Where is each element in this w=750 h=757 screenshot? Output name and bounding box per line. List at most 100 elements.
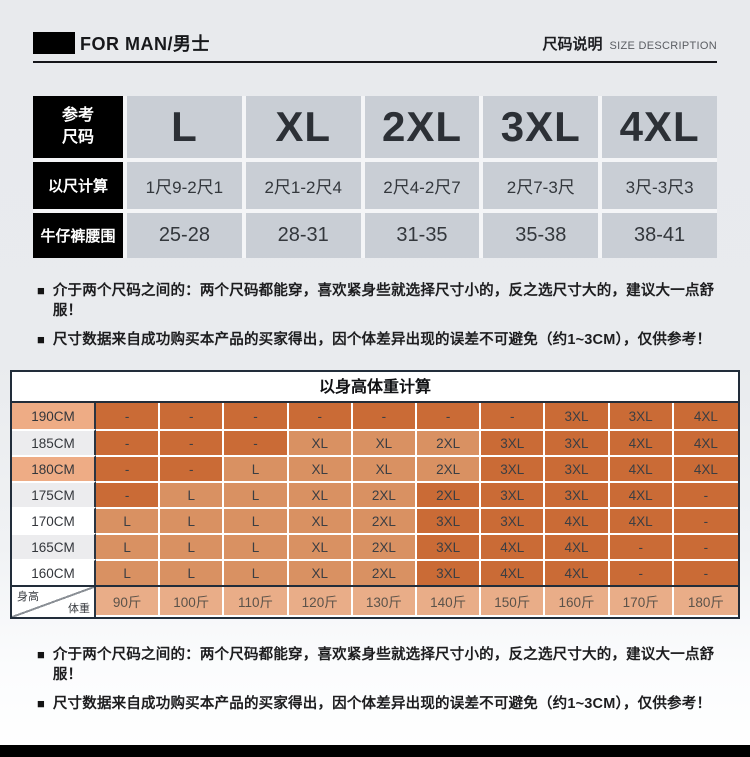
bottom-divider-bar [0,745,750,757]
size-matrix-cell: 2XL [352,533,417,559]
brand-title: FOR MAN/男士 [80,34,210,54]
size-matrix-cell: 4XL [545,507,610,533]
weight-cell: 90斤 [96,587,161,615]
size-value-cell: 28-31 [245,213,361,258]
height-weight-corner-cell: 身高 体重 [12,587,96,617]
size-matrix-cell: - [160,403,225,429]
size-matrix-cell: - [96,481,161,507]
size-matrix-cell: - [481,403,546,429]
note-text: 尺寸数据来自成功购买本产品的买家得出，因个体差异出现的误差不可避免（约1~3CM… [52,696,712,712]
note-item: ■ 尺寸数据来自成功购买本产品的买家得出，因个体差异出现的误差不可避免（约1~3C… [37,694,729,714]
size-matrix-cell: - [288,403,353,429]
size-matrix-cell: - [160,429,225,455]
size-matrix-cell: 2XL [352,507,417,533]
size-matrix-cell: 4XL [609,429,674,455]
size-matrix-cell: - [160,455,225,481]
weight-cell: 130斤 [352,587,417,615]
size-column-header: L [127,96,242,158]
weight-cell: 160斤 [545,587,610,615]
size-matrix-cell: L [96,559,161,585]
size-matrix-cell: - [673,559,738,585]
page-header: FOR MAN/男士 尺码说明 SIZE DESCRIPTION [33,30,717,63]
size-matrix-cell: - [609,533,674,559]
size-matrix-cell: XL [288,455,353,481]
height-label-cell: 180CM [12,455,96,481]
size-matrix-cell: 3XL [416,507,482,533]
size-row-label: 以尺计算 [33,162,123,209]
size-matrix-cell: 3XL [545,481,610,507]
note-item: ■ 介于两个尺码之间的：两个尺码都能穿，喜欢紧身些就选择尺寸小的，反之选尺寸大的，… [37,281,729,321]
note-text: 介于两个尺码之间的：两个尺码都能穿，喜欢紧身些就选择尺寸小的，反之选尺寸大的，建… [52,647,715,683]
size-matrix-cell: - [96,455,161,481]
size-matrix-cell: 3XL [481,455,546,481]
size-matrix-cell: 3XL [481,429,546,455]
height-label-cell: 185CM [12,429,96,455]
weight-cell: 150斤 [481,587,546,615]
size-column-header: 3XL [483,96,599,158]
size-matrix-cell: L [224,533,289,559]
size-matrix-cell: 3XL [609,403,674,429]
size-value-cell: 31-35 [364,213,480,258]
size-matrix-cell: 3XL [545,429,610,455]
size-matrix-cell: XL [288,481,353,507]
height-label-cell: 175CM [12,481,96,507]
note-bullet-icon: ■ [37,283,45,298]
size-matrix-cell: XL [288,507,353,533]
size-matrix-cell: XL [352,429,417,455]
size-matrix-cell: L [96,533,161,559]
size-matrix-cell: - [96,403,161,429]
size-row-label: 牛仔裤腰围 [33,213,123,258]
note-item: ■ 介于两个尺码之间的：两个尺码都能穿，喜欢紧身些就选择尺寸小的，反之选尺寸大的，… [37,645,729,685]
size-column-header: XL [245,96,361,158]
height-row: 190CM - - - - - - -3XL 3XL 4XL [12,403,738,429]
size-matrix-cell: 4XL [673,455,738,481]
size-value-cell: 1尺9-2尺1 [127,162,242,209]
size-matrix-cell: L [224,481,289,507]
size-matrix-cell: 4XL [609,455,674,481]
size-matrix-cell: - [224,403,289,429]
size-matrix-cell: XL [288,533,353,559]
size-matrix-cell: 2XL [416,455,482,481]
size-value-cell: 2尺4-2尺7 [364,162,480,209]
size-matrix-cell: 3XL [416,559,482,585]
weight-cell: 110斤 [224,587,289,615]
notes-top: ■ 介于两个尺码之间的：两个尺码都能穿，喜欢紧身些就选择尺寸小的，反之选尺寸大的，… [37,281,729,359]
height-label-cell: 190CM [12,403,96,429]
size-matrix-cell: 3XL [416,533,482,559]
size-column-header: 2XL [364,96,480,158]
section-title-cn: 尺码说明 [542,35,603,53]
weight-cell: 180斤 [673,587,738,615]
note-item: ■ 尺寸数据来自成功购买本产品的买家得出，因个体差异出现的误差不可避免（约1~3C… [37,330,729,350]
size-matrix-cell: L [224,507,289,533]
weight-cell: 120斤 [288,587,353,615]
size-matrix-cell: XL [288,429,353,455]
size-matrix-cell: 2XL [416,429,482,455]
size-matrix-cell: 3XL [481,507,546,533]
note-bullet-icon: ■ [37,332,45,347]
size-matrix-cell: - [609,559,674,585]
size-matrix-cell: 4XL [545,559,610,585]
note-text: 介于两个尺码之间的：两个尺码都能穿，喜欢紧身些就选择尺寸小的，反之选尺寸大的，建… [52,283,715,319]
size-matrix-cell: 4XL [609,507,674,533]
size-value-cell: 35-38 [483,213,599,258]
height-row: 160CM L L L XL 2XL 3XL 4XL 4XL - - [12,559,738,585]
size-matrix-cell: 4XL [481,533,546,559]
size-matrix-cell: L [96,507,161,533]
size-matrix-cell: L [160,533,225,559]
size-matrix-cell: 4XL [673,403,738,429]
size-matrix-cell: L [160,481,225,507]
size-matrix-cell: 3XL [545,455,610,481]
size-value-cell: 25-28 [127,213,242,258]
weight-cell: 140斤 [416,587,482,615]
size-value-cell: 3尺-3尺3 [602,162,717,209]
height-weight-table-body: 190CM - - - - - - -3XL 3XL 4XL 185CM - - - XL XL 2XL 3XL 3… [12,403,738,585]
height-label-cell: 160CM [12,559,96,585]
note-text: 尺寸数据来自成功购买本产品的买家得出，因个体差异出现的误差不可避免（约1~3CM… [52,332,712,348]
size-matrix-cell: 3XL [545,403,610,429]
note-bullet-icon: ■ [37,696,45,711]
notes-bottom: ■ 介于两个尺码之间的：两个尺码都能穿，喜欢紧身些就选择尺寸小的，反之选尺寸大的，… [37,645,729,723]
height-row: 170CM L L L XL 2XL 3XL 3XL 4XL 4XL - [12,507,738,533]
height-row: 185CM - - - XL XL 2XL 3XL 3XL 4XL 4XL [12,429,738,455]
size-matrix-cell: - [673,481,738,507]
size-value-cell: 2尺7-3尺 [483,162,599,209]
